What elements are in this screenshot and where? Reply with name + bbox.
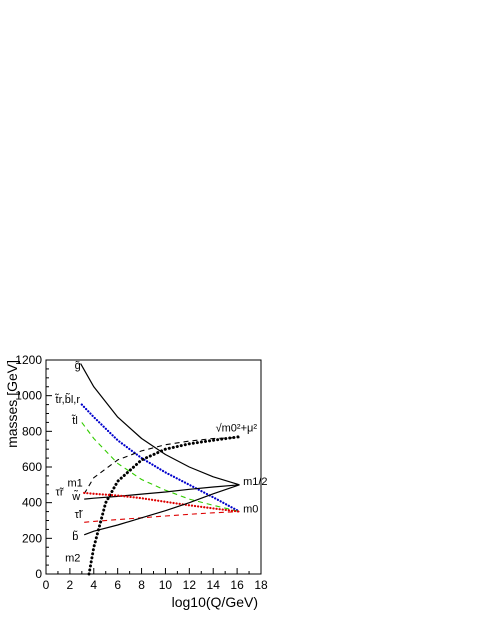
y-tick-label: 800 bbox=[22, 424, 42, 438]
annotation-layer: g̃ t̃r,b̃l,r t̃l √m0²+μ² m1 τ̃r w̃ m1/2 τ̃l m0 b̃ m… bbox=[54, 360, 267, 565]
series-line-7 bbox=[84, 511, 240, 523]
series-line-0 bbox=[80, 363, 240, 486]
x-tick-label: 14 bbox=[207, 578, 221, 592]
series-line-5 bbox=[84, 484, 240, 500]
y-tick-label: 400 bbox=[22, 496, 42, 510]
curve-annotation: m0 bbox=[243, 503, 258, 515]
curve-annotation: t̃r,b̃l,r bbox=[54, 393, 80, 406]
x-tick-label: 0 bbox=[43, 578, 50, 592]
series-layer bbox=[80, 363, 241, 576]
y-tick-label: 200 bbox=[22, 531, 42, 545]
y-tick-label: 0 bbox=[35, 567, 42, 581]
curve-annotation: w̃ bbox=[71, 490, 80, 503]
curve-annotation: t̃l bbox=[71, 415, 78, 428]
curve-annotation: τ̃l bbox=[75, 509, 83, 521]
series-line-8 bbox=[83, 484, 240, 536]
x-tick-label: 18 bbox=[254, 578, 268, 592]
curve-annotation: b̃ bbox=[72, 530, 78, 543]
curve-annotation: √m0²+μ² bbox=[216, 422, 258, 434]
axes: 0 2 4 6 8 10 12 14 16 18 0 200 400 600 800 1000 1200 bbox=[15, 353, 268, 592]
x-tick-label: 4 bbox=[90, 578, 97, 592]
x-tick-label: 8 bbox=[138, 578, 145, 592]
y-tick-label: 1000 bbox=[15, 389, 42, 403]
x-tick-label: 2 bbox=[67, 578, 74, 592]
series-line-4 bbox=[87, 435, 241, 576]
x-tick-label: 16 bbox=[230, 578, 244, 592]
curve-annotation: m2 bbox=[65, 553, 80, 565]
y-tick-label: 600 bbox=[22, 460, 42, 474]
x-tick-label: 10 bbox=[159, 578, 173, 592]
x-tick-label: 6 bbox=[114, 578, 121, 592]
curve-annotation: τ̃r bbox=[56, 487, 64, 499]
x-tick-label: 12 bbox=[183, 578, 197, 592]
series-line-3 bbox=[83, 437, 240, 495]
curve-annotation: m1/2 bbox=[243, 476, 267, 488]
y-tick-label: 1200 bbox=[15, 353, 42, 367]
x-axis-title: log10(Q/GeV) bbox=[172, 594, 258, 610]
curve-annotation: g̃ bbox=[75, 360, 81, 372]
y-axis-title: masses [GeV] bbox=[4, 360, 20, 448]
series-line-2 bbox=[81, 422, 240, 513]
curve-annotation: m1 bbox=[68, 478, 83, 490]
